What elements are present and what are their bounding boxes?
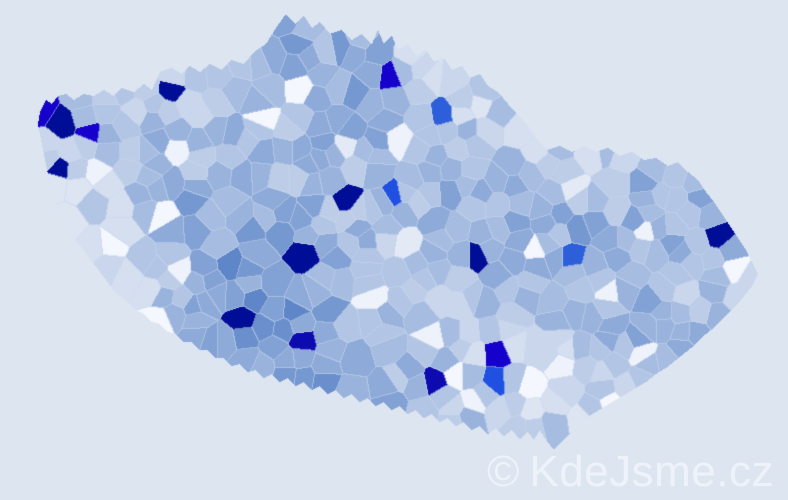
choropleth-map-container: © KdeJsme.cz: [0, 0, 788, 500]
czech-republic-choropleth-map: [0, 0, 788, 500]
